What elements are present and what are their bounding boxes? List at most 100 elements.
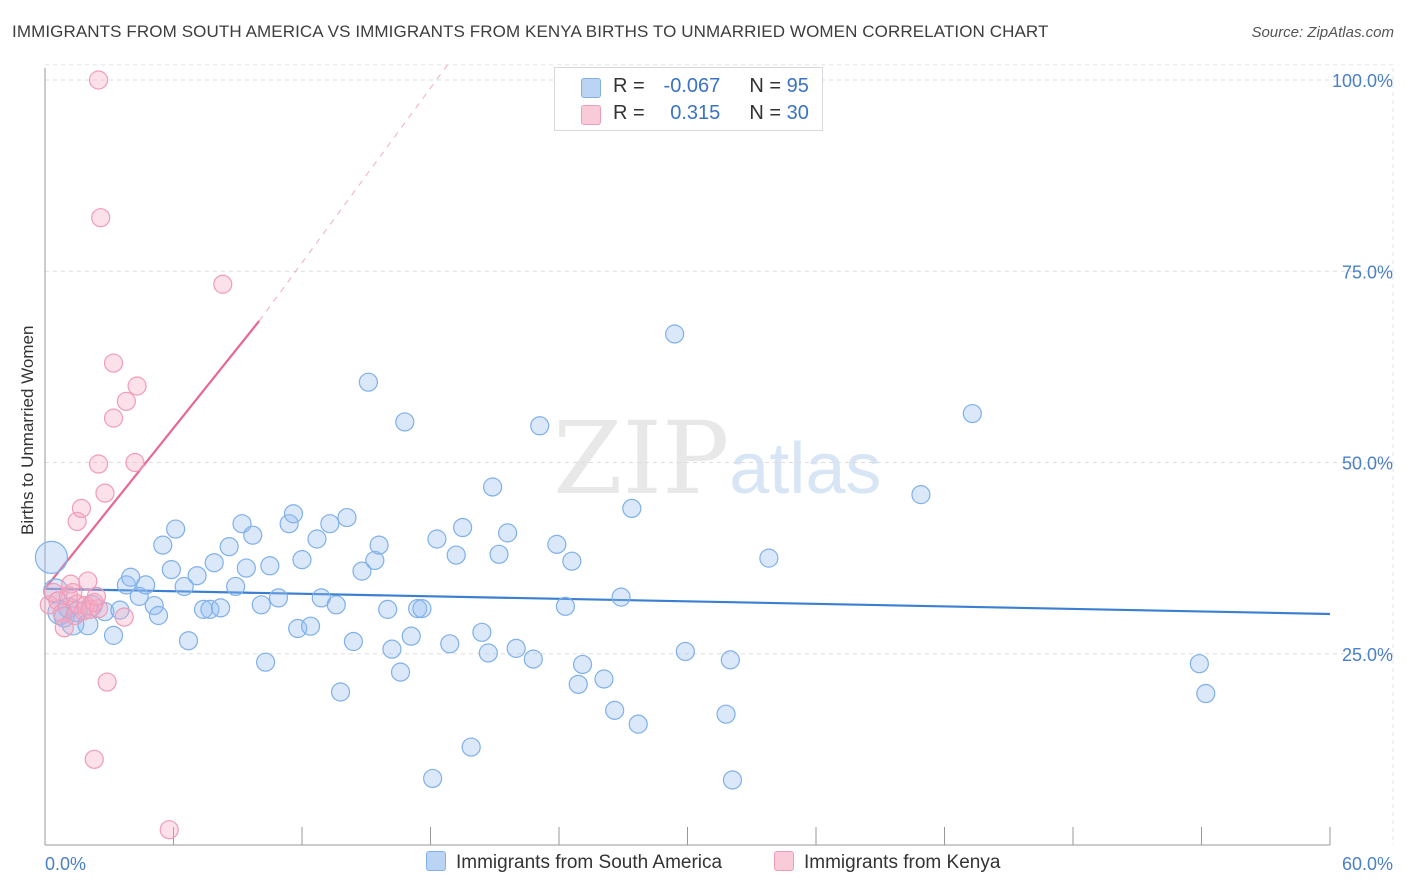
point-south-america bbox=[307, 529, 327, 549]
point-south-america bbox=[622, 498, 642, 518]
point-kenya bbox=[159, 820, 179, 840]
point-south-america bbox=[594, 669, 614, 689]
point-south-america bbox=[211, 598, 231, 618]
stats-box: R = -0.067 N = 95 R = 0.315 N = 30 bbox=[554, 67, 823, 131]
point-south-america bbox=[129, 586, 149, 606]
point-south-america bbox=[161, 559, 181, 580]
x-tick-label: 0.0% bbox=[45, 854, 86, 874]
point-south-america bbox=[523, 649, 543, 669]
point-south-america bbox=[243, 525, 263, 545]
point-south-america bbox=[1196, 683, 1216, 704]
point-south-america bbox=[483, 477, 503, 497]
point-south-america bbox=[358, 372, 378, 392]
point-south-america bbox=[369, 535, 389, 555]
point-south-america bbox=[472, 622, 492, 642]
point-kenya bbox=[88, 454, 109, 474]
point-south-america bbox=[665, 324, 685, 344]
point-south-america bbox=[378, 599, 398, 619]
legend-item-kenya[interactable]: Immigrants from Kenya bbox=[774, 851, 1000, 874]
point-south-america bbox=[605, 700, 625, 720]
point-south-america bbox=[236, 558, 256, 578]
x-tick-label: 60.0% bbox=[1342, 854, 1393, 874]
point-south-america bbox=[911, 485, 931, 505]
point-kenya bbox=[103, 353, 124, 373]
point-south-america bbox=[330, 682, 351, 702]
point-kenya bbox=[91, 208, 111, 228]
source-label: Source: ZipAtlas.com bbox=[1251, 24, 1394, 41]
point-kenya bbox=[54, 618, 74, 638]
trend-lines bbox=[44, 64, 1331, 616]
point-south-america bbox=[489, 544, 509, 564]
stats-n-label: N = bbox=[749, 102, 782, 124]
stats-n-value: 30 bbox=[786, 102, 809, 124]
trend-line bbox=[44, 320, 261, 590]
point-south-america bbox=[720, 650, 740, 670]
point-south-america bbox=[555, 596, 576, 616]
stats-r-value: -0.067 bbox=[663, 75, 721, 97]
point-kenya bbox=[78, 571, 98, 591]
point-south-america bbox=[144, 595, 164, 616]
point-south-america bbox=[390, 662, 411, 682]
point-south-america bbox=[478, 643, 498, 663]
point-kenya bbox=[48, 591, 68, 611]
legend-swatch-south-america bbox=[426, 851, 446, 871]
trend-line-extension bbox=[258, 64, 449, 322]
stats-swatch-kenya bbox=[581, 105, 601, 125]
point-south-america bbox=[103, 625, 124, 645]
point-south-america bbox=[675, 641, 695, 662]
legend-item-south-america[interactable]: Immigrants from South America bbox=[426, 851, 722, 874]
point-south-america bbox=[283, 504, 304, 524]
point-south-america bbox=[412, 599, 432, 619]
point-south-america bbox=[547, 534, 567, 554]
point-south-america bbox=[187, 566, 207, 586]
stats-swatch-south-america bbox=[581, 78, 601, 98]
point-south-america bbox=[453, 517, 473, 538]
point-south-america bbox=[395, 412, 415, 432]
point-kenya bbox=[63, 582, 83, 603]
point-kenya bbox=[127, 376, 147, 396]
point-south-america bbox=[226, 576, 246, 597]
point-south-america bbox=[1189, 654, 1209, 674]
stats-n-value: 95 bbox=[786, 75, 809, 97]
point-south-america bbox=[121, 567, 141, 587]
axes bbox=[44, 68, 1331, 846]
point-south-america bbox=[174, 576, 194, 597]
legend-label-south-america: Immigrants from South America bbox=[456, 852, 723, 873]
point-south-america bbox=[962, 403, 982, 424]
stats-r-label: R = bbox=[613, 102, 645, 124]
point-south-america bbox=[153, 535, 173, 555]
point-south-america bbox=[34, 540, 69, 574]
point-south-america bbox=[722, 770, 743, 790]
point-south-america bbox=[628, 714, 648, 734]
y-tick-label: 50.0% bbox=[1342, 454, 1393, 474]
stats-n-label: N = bbox=[749, 75, 782, 97]
point-south-america bbox=[408, 599, 428, 619]
point-kenya bbox=[114, 607, 134, 627]
grid-lines bbox=[45, 64, 1394, 845]
point-south-america bbox=[178, 631, 199, 651]
legend-label-kenya: Immigrants from Kenya bbox=[804, 852, 1001, 873]
point-south-america bbox=[568, 674, 588, 694]
y-tick-label: 25.0% bbox=[1342, 645, 1393, 665]
stats-r-label: R = bbox=[613, 75, 645, 97]
point-kenya bbox=[88, 70, 109, 90]
point-south-america bbox=[148, 605, 169, 626]
point-south-america bbox=[166, 519, 186, 539]
point-kenya bbox=[84, 749, 104, 769]
stats-r-value: 0.315 bbox=[664, 102, 721, 124]
point-south-america bbox=[716, 704, 736, 724]
chart-title: IMMIGRANTS FROM SOUTH AMERICA VS IMMIGRA… bbox=[12, 22, 1049, 41]
point-south-america bbox=[300, 616, 321, 636]
point-south-america bbox=[401, 626, 421, 646]
point-kenya bbox=[86, 586, 107, 606]
point-south-america bbox=[292, 550, 312, 570]
y-tick-label: 100.0% bbox=[1332, 71, 1393, 91]
point-kenya bbox=[213, 274, 233, 294]
tick-labels: 25.0% 50.0% 75.0% 100.0% 0.0% 60.0% bbox=[45, 71, 1393, 874]
point-south-america bbox=[255, 652, 276, 672]
point-south-america bbox=[440, 634, 460, 654]
point-kenya bbox=[95, 483, 115, 503]
point-kenya bbox=[116, 391, 136, 411]
data-points bbox=[34, 70, 1216, 840]
